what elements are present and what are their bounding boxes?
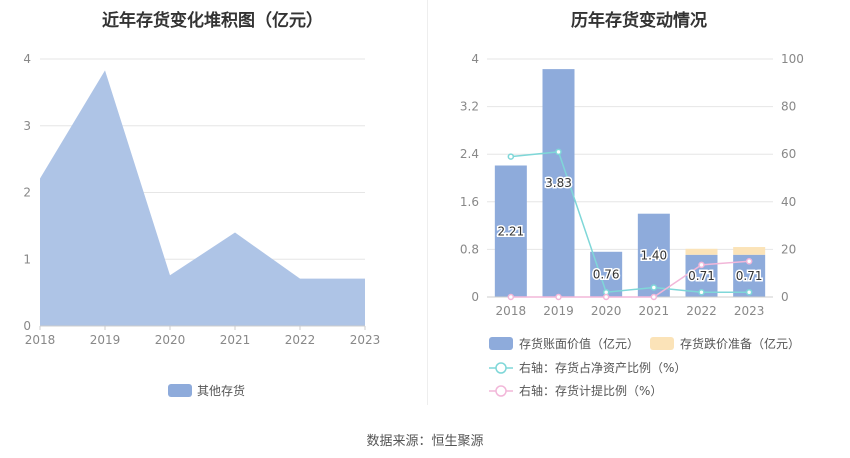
right-x-tick-label: 2020: [591, 304, 622, 318]
left-chart-title: 近年存货变化堆积图（亿元）: [102, 11, 323, 31]
point-provision-ratio: [555, 293, 562, 301]
point-provision-ratio: [602, 293, 610, 301]
right-y-tick-label: 4: [471, 52, 479, 66]
bar-impairment-provision: [733, 247, 766, 255]
legend-label-provision: 存货跌价准备（亿元）: [680, 336, 800, 351]
left-x-tick-label: 2022: [285, 333, 316, 347]
right-y-tick-label: 2.4: [460, 147, 479, 161]
right-y-tick-label: 1.6: [460, 195, 479, 209]
legend-swatch-book-value: [489, 337, 513, 350]
point-inventory-to-net-assets: [745, 288, 753, 296]
bar-data-label: 1.40: [640, 248, 667, 262]
legend-line-marker: [495, 385, 507, 397]
left-y-tick-label: 1: [23, 252, 31, 266]
data-source: 数据来源：恒生聚源: [366, 434, 484, 449]
point-provision-ratio: [507, 293, 515, 301]
point-inventory-to-net-assets: [507, 153, 515, 160]
right-y-tick-label: 0: [471, 290, 479, 304]
left-x-tick-label: 2018: [25, 333, 56, 347]
right-x-tick-label: 2019: [543, 304, 574, 318]
legend-line-marker: [495, 362, 507, 374]
legend-line-label: 右轴：存货占净资产比例（%）: [519, 360, 686, 375]
legend-swatch-provision: [650, 337, 674, 350]
point-provision-ratio: [650, 293, 658, 301]
left-area-series: [40, 70, 365, 326]
bar-data-label: 2.21: [497, 224, 524, 238]
right-y2-tick-label: 20: [781, 242, 796, 256]
left-legend-label: 其他存货: [197, 383, 245, 398]
left-y-tick-label: 2: [23, 186, 31, 200]
line-provision-ratio: [510, 260, 750, 298]
legend-line-label: 右轴：存货计提比例（%）: [519, 383, 662, 398]
bar-data-label: 0.71: [736, 269, 763, 283]
bar-book-value: [637, 213, 670, 297]
right-y2-tick-label: 60: [781, 147, 796, 161]
bar-data-label: 0.71: [688, 269, 715, 283]
left-x-tick-label: 2023: [350, 333, 381, 347]
legend-label-book-value: 存货账面价值（亿元）: [519, 336, 639, 351]
right-x-tick-label: 2022: [686, 304, 717, 318]
left-y-tick-label: 4: [23, 52, 31, 66]
right-chart-title: 历年存货变动情况: [571, 11, 707, 31]
bar-data-label: 3.83: [545, 176, 572, 190]
point-inventory-to-net-assets: [650, 284, 658, 291]
left-y-tick-label: 3: [23, 119, 31, 133]
right-y2-tick-label: 100: [781, 52, 804, 66]
right-y2-tick-label: 40: [781, 195, 796, 209]
left-x-tick-label: 2021: [220, 333, 251, 347]
point-inventory-to-net-assets: [555, 148, 562, 156]
panel-divider: [427, 0, 428, 405]
bar-book-value: [494, 165, 527, 297]
right-y-tick-label: 3.2: [460, 100, 479, 114]
left-x-tick-label: 2019: [90, 333, 121, 347]
point-provision-ratio: [745, 258, 753, 265]
left-y-tick-label: 0: [23, 319, 31, 333]
left-x-tick-label: 2020: [155, 333, 186, 347]
right-x-tick-label: 2018: [496, 304, 527, 318]
right-x-tick-label: 2023: [734, 304, 765, 318]
left-legend-swatch: [168, 384, 192, 397]
bar-data-label: 0.76: [593, 267, 620, 281]
bar-impairment-provision: [685, 248, 718, 255]
right-y2-tick-label: 0: [781, 290, 789, 304]
right-y2-tick-label: 80: [781, 100, 796, 114]
line-inventory-to-net-assets: [510, 151, 750, 294]
right-x-tick-label: 2021: [639, 304, 670, 318]
point-provision-ratio: [698, 261, 705, 269]
point-inventory-to-net-assets: [698, 288, 705, 296]
right-y-tick-label: 0.8: [460, 242, 479, 256]
